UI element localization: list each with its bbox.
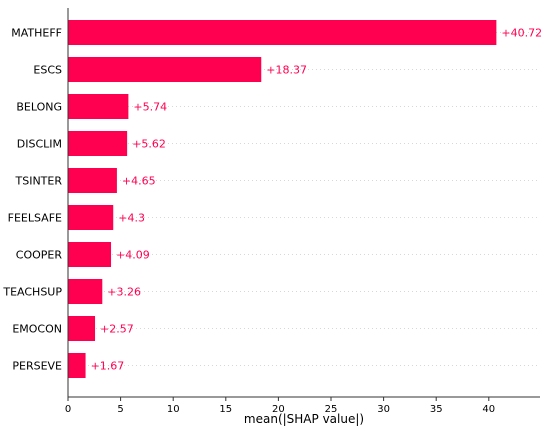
value-label: +3.26: [107, 286, 141, 299]
x-tick-label: 35: [430, 404, 443, 415]
bar: [68, 242, 112, 267]
x-axis-title: mean(|SHAP value|): [244, 412, 364, 426]
bars: [68, 20, 497, 378]
bar: [68, 168, 117, 193]
bar: [68, 94, 129, 119]
x-tick-label: 15: [219, 404, 232, 415]
bar: [68, 57, 262, 82]
value-label: +4.65: [122, 175, 156, 188]
value-labels: +40.72 +18.37 +5.74 +5.62 +4.65 +4.3 +4.09 +3.2…: [91, 27, 543, 373]
value-label: +18.37: [266, 64, 307, 77]
category-label: ESCS: [33, 64, 62, 77]
x-tick-label: 10: [167, 404, 180, 415]
value-label: +5.74: [133, 101, 167, 114]
x-tick-label: 20: [272, 404, 285, 415]
value-label: +4.3: [118, 212, 145, 225]
value-label: +1.67: [91, 360, 125, 373]
category-label: COOPER: [16, 249, 63, 262]
bar: [68, 20, 497, 45]
bar: [68, 353, 86, 378]
category-label: FEELSAFE: [8, 212, 62, 225]
category-labels: MATHEFF ESCS BELONG DISCLIM TSINTER FEELSAFE C…: [2, 27, 62, 373]
x-tick-label: 30: [377, 404, 390, 415]
category-label: TSINTER: [15, 175, 63, 188]
bar: [68, 316, 96, 341]
category-label: EMOCON: [12, 323, 62, 336]
category-label: DISCLIM: [17, 138, 62, 151]
x-tick-label: 25: [325, 404, 338, 415]
category-label: MATHEFF: [11, 27, 62, 40]
bar: [68, 279, 103, 304]
category-label: BELONG: [16, 101, 62, 114]
bar: [68, 131, 128, 156]
x-tick-label: 40: [482, 404, 495, 415]
category-label: PERSEVE: [12, 360, 62, 373]
x-tick-label: 5: [117, 404, 123, 415]
value-label: +40.72: [501, 27, 542, 40]
bar: [68, 205, 114, 230]
category-label: TEACHSUP: [2, 286, 62, 299]
row-grid-lines: [68, 32, 540, 366]
x-tick-label: 0: [65, 404, 71, 415]
axes: 0 5 10 15 20 25 30 35 40: [65, 8, 540, 415]
value-label: +4.09: [116, 249, 150, 262]
value-label: +2.57: [100, 323, 134, 336]
value-label: +5.62: [132, 138, 166, 151]
